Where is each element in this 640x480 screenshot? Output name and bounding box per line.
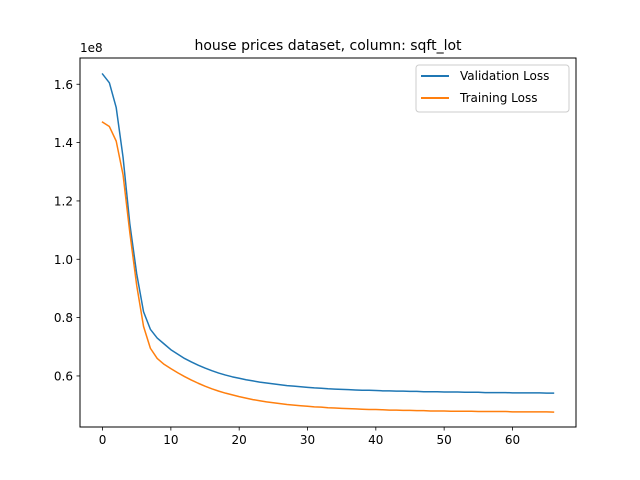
- legend: Validation Loss Training Loss: [415, 64, 570, 113]
- legend-label-validation-loss: Validation Loss: [460, 69, 549, 83]
- chart-title: house prices dataset, column: sqft_lot: [194, 38, 462, 54]
- x-tick-label: 60: [505, 433, 520, 447]
- legend-box: [415, 64, 570, 113]
- x-tick-label: 50: [437, 433, 452, 447]
- y-tick-label: 1.4: [54, 136, 73, 150]
- y-tick-label: 1.0: [54, 253, 73, 267]
- y-tick-label: 1.6: [54, 78, 73, 92]
- y-tick-label: 1.2: [54, 194, 73, 208]
- x-tick-label: 40: [368, 433, 383, 447]
- x-tick-label: 30: [300, 433, 315, 447]
- series-line-training-loss: [101, 121, 555, 413]
- axes-frame: [79, 57, 577, 428]
- x-tick-label: 10: [163, 433, 178, 447]
- series-line-validation-loss: [101, 72, 555, 394]
- plot-area: [101, 72, 555, 413]
- y-axis-offset-label: 1e8: [80, 41, 103, 55]
- x-tick-label: 20: [232, 433, 247, 447]
- y-tick-label: 0.8: [54, 311, 73, 325]
- legend-label-training-loss: Training Loss: [459, 91, 537, 105]
- axis-ticks: 0 10 20 30 40 50 60 0.6 0.8 1.0 1.2 1.4 1.6: [54, 78, 520, 447]
- y-tick-label: 0.6: [54, 369, 73, 383]
- x-tick-label: 0: [99, 433, 107, 447]
